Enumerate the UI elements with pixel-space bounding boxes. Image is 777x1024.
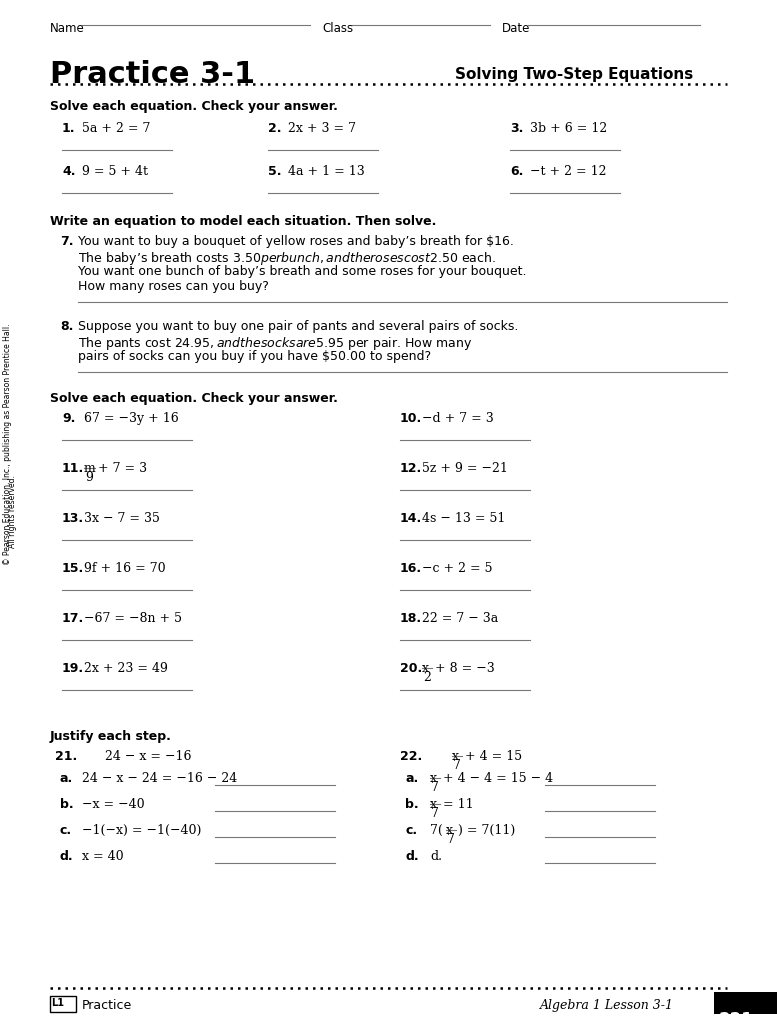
Text: 2.: 2. xyxy=(268,122,281,135)
Bar xyxy=(714,992,777,1014)
Text: 10.: 10. xyxy=(400,412,422,425)
Text: 24 − x − 24 = −16 − 24: 24 − x − 24 = −16 − 24 xyxy=(82,772,237,785)
Text: How many roses can you buy?: How many roses can you buy? xyxy=(78,280,269,293)
Text: + 4 = 15: + 4 = 15 xyxy=(465,750,522,763)
Text: x: x xyxy=(452,750,459,763)
Text: 22.: 22. xyxy=(400,750,422,763)
Text: Date: Date xyxy=(502,22,531,35)
Text: 9 = 5 + 4t: 9 = 5 + 4t xyxy=(82,165,148,178)
Text: + 4 − 4 = 15 − 4: + 4 − 4 = 15 − 4 xyxy=(443,772,553,785)
Text: 9: 9 xyxy=(85,471,93,484)
Text: Suppose you want to buy one pair of pants and several pairs of socks.: Suppose you want to buy one pair of pant… xyxy=(78,319,518,333)
Text: x: x xyxy=(446,824,453,837)
Text: 20.: 20. xyxy=(400,662,422,675)
Text: Solve each equation. Check your answer.: Solve each equation. Check your answer. xyxy=(50,392,338,406)
Text: 17.: 17. xyxy=(62,612,84,625)
Text: 6.: 6. xyxy=(510,165,524,178)
Text: = 11: = 11 xyxy=(443,798,474,811)
Text: −d + 7 = 3: −d + 7 = 3 xyxy=(422,412,493,425)
Text: ) = 7(11): ) = 7(11) xyxy=(458,824,515,837)
Text: x: x xyxy=(430,772,437,785)
Text: 7: 7 xyxy=(453,759,461,772)
Text: 21.: 21. xyxy=(55,750,77,763)
Text: 16.: 16. xyxy=(400,562,422,575)
Text: 9f + 16 = 70: 9f + 16 = 70 xyxy=(84,562,166,575)
Text: 3b + 6 = 12: 3b + 6 = 12 xyxy=(530,122,608,135)
Text: Solve each equation. Check your answer.: Solve each equation. Check your answer. xyxy=(50,100,338,113)
Text: d.: d. xyxy=(405,850,419,863)
Text: The pants cost $24.95, and the socks are $5.95 per pair. How many: The pants cost $24.95, and the socks are… xyxy=(78,335,472,352)
Text: d.: d. xyxy=(60,850,74,863)
Text: 67 = −3y + 16: 67 = −3y + 16 xyxy=(84,412,179,425)
Text: Write an equation to model each situation. Then solve.: Write an equation to model each situatio… xyxy=(50,215,437,228)
Text: Practice: Practice xyxy=(82,999,132,1012)
Text: Justify each step.: Justify each step. xyxy=(50,730,172,743)
Text: x = 40: x = 40 xyxy=(82,850,124,863)
Text: 22 = 7 − 3a: 22 = 7 − 3a xyxy=(422,612,498,625)
Bar xyxy=(50,996,76,1012)
Text: x: x xyxy=(430,798,437,811)
Text: 14.: 14. xyxy=(400,512,422,525)
Text: −1(−x) = −1(−40): −1(−x) = −1(−40) xyxy=(82,824,201,837)
Text: 2: 2 xyxy=(423,671,431,684)
Text: 5z + 9 = −21: 5z + 9 = −21 xyxy=(422,462,508,475)
Text: © Pearson Education, Inc., publishing as Pearson Prentice Hall.: © Pearson Education, Inc., publishing as… xyxy=(4,324,12,565)
Text: pairs of socks can you buy if you have $50.00 to spend?: pairs of socks can you buy if you have $… xyxy=(78,350,431,362)
Text: You want to buy a bouquet of yellow roses and baby’s breath for $16.: You want to buy a bouquet of yellow rose… xyxy=(78,234,514,248)
Text: 9.: 9. xyxy=(62,412,75,425)
Text: 7(: 7( xyxy=(430,824,443,837)
Text: d.: d. xyxy=(430,850,442,863)
Text: Algebra 1 Lesson 3-1: Algebra 1 Lesson 3-1 xyxy=(540,999,674,1012)
Text: 7: 7 xyxy=(431,807,439,820)
Text: Practice 3-1: Practice 3-1 xyxy=(50,60,255,89)
Text: 12.: 12. xyxy=(400,462,422,475)
Text: 2x + 3 = 7: 2x + 3 = 7 xyxy=(288,122,356,135)
Text: b.: b. xyxy=(60,798,74,811)
Text: Solving Two-Step Equations: Solving Two-Step Equations xyxy=(455,67,693,82)
Text: 5a + 2 = 7: 5a + 2 = 7 xyxy=(82,122,151,135)
Text: 4.: 4. xyxy=(62,165,75,178)
Text: 2x + 23 = 49: 2x + 23 = 49 xyxy=(84,662,168,675)
Text: 11.: 11. xyxy=(62,462,84,475)
Text: 4a + 1 = 13: 4a + 1 = 13 xyxy=(288,165,364,178)
Text: c.: c. xyxy=(60,824,72,837)
Text: −c + 2 = 5: −c + 2 = 5 xyxy=(422,562,493,575)
Text: 5.: 5. xyxy=(268,165,281,178)
Text: You want one bunch of baby’s breath and some roses for your bouquet.: You want one bunch of baby’s breath and … xyxy=(78,265,527,278)
Text: 221: 221 xyxy=(719,1011,754,1024)
Text: 8.: 8. xyxy=(60,319,73,333)
Text: Name: Name xyxy=(50,22,85,35)
Text: 7: 7 xyxy=(447,833,455,846)
Text: 19.: 19. xyxy=(62,662,84,675)
Text: b.: b. xyxy=(405,798,419,811)
Text: 7.: 7. xyxy=(60,234,74,248)
Text: 18.: 18. xyxy=(400,612,422,625)
Text: −t + 2 = 12: −t + 2 = 12 xyxy=(530,165,607,178)
Text: 24 − x = −16: 24 − x = −16 xyxy=(105,750,191,763)
Text: L1: L1 xyxy=(51,998,64,1008)
Text: a.: a. xyxy=(405,772,418,785)
Text: 13.: 13. xyxy=(62,512,84,525)
Text: −x = −40: −x = −40 xyxy=(82,798,145,811)
Text: + 7 = 3: + 7 = 3 xyxy=(98,462,147,475)
Text: −67 = −8n + 5: −67 = −8n + 5 xyxy=(84,612,182,625)
Text: 3.: 3. xyxy=(510,122,524,135)
Text: m: m xyxy=(84,462,96,475)
Text: 3x − 7 = 35: 3x − 7 = 35 xyxy=(84,512,160,525)
Text: a.: a. xyxy=(60,772,73,785)
Text: + 8 = −3: + 8 = −3 xyxy=(435,662,495,675)
Text: 4s − 13 = 51: 4s − 13 = 51 xyxy=(422,512,505,525)
Text: All rights reserved.: All rights reserved. xyxy=(9,475,18,549)
Text: The baby’s breath costs $3.50 per bunch, and the roses cost $2.50 each.: The baby’s breath costs $3.50 per bunch,… xyxy=(78,250,496,267)
Text: 1.: 1. xyxy=(62,122,75,135)
Text: 7: 7 xyxy=(431,781,439,794)
Text: 15.: 15. xyxy=(62,562,84,575)
Text: Class: Class xyxy=(322,22,353,35)
Text: x: x xyxy=(422,662,429,675)
Text: c.: c. xyxy=(405,824,417,837)
